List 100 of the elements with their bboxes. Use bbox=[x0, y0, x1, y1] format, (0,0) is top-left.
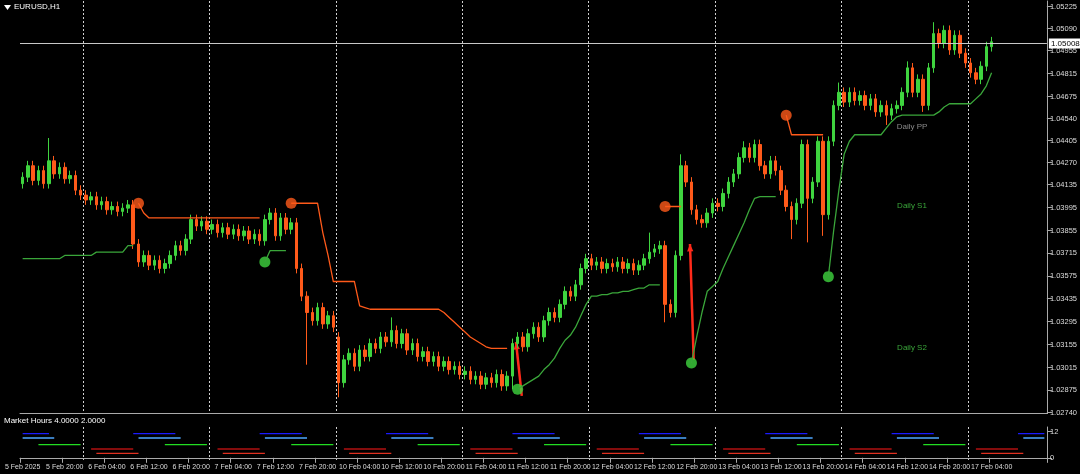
candlestick bbox=[174, 240, 177, 261]
candlestick bbox=[432, 351, 435, 367]
candlestick bbox=[390, 316, 393, 348]
candlestick bbox=[874, 93, 877, 118]
candlestick bbox=[590, 253, 593, 271]
point bbox=[780, 109, 792, 121]
candlestick bbox=[42, 165, 45, 190]
candlestick bbox=[147, 250, 151, 271]
candlestick bbox=[89, 191, 93, 206]
point bbox=[822, 271, 834, 283]
candlestick bbox=[126, 199, 130, 214]
candlestick bbox=[400, 328, 404, 349]
candlestick bbox=[774, 155, 777, 177]
candlestick bbox=[906, 60, 909, 98]
candlestick bbox=[332, 310, 335, 333]
candlestick bbox=[806, 139, 809, 243]
candlestick bbox=[690, 176, 693, 216]
candlestick bbox=[937, 28, 941, 49]
candlestick bbox=[447, 356, 451, 375]
candlestick bbox=[316, 302, 319, 327]
candlestick bbox=[569, 285, 572, 302]
candlestick bbox=[532, 321, 535, 340]
candlestick bbox=[79, 184, 82, 201]
candlestick bbox=[700, 214, 704, 229]
candlestick bbox=[68, 170, 72, 185]
candlestick bbox=[921, 73, 925, 113]
candlestick bbox=[927, 62, 930, 111]
candlestick bbox=[964, 47, 967, 69]
candlestick bbox=[505, 370, 509, 392]
candlestick bbox=[237, 223, 240, 242]
candlestick bbox=[158, 254, 161, 274]
candlestick bbox=[295, 217, 298, 274]
candlestick bbox=[916, 73, 920, 98]
candlestick bbox=[800, 139, 804, 209]
candlestick bbox=[442, 356, 446, 372]
candlestick bbox=[490, 372, 493, 389]
candlestick bbox=[284, 212, 288, 235]
point bbox=[285, 197, 297, 209]
candlestick bbox=[437, 351, 440, 372]
candlestick bbox=[600, 256, 604, 274]
candlestick bbox=[705, 207, 709, 229]
candlestick bbox=[121, 202, 124, 217]
candlestick bbox=[842, 86, 846, 108]
candlestick bbox=[52, 155, 56, 180]
candlestick bbox=[179, 240, 182, 256]
candlestick bbox=[426, 346, 430, 367]
candlestick bbox=[58, 161, 61, 180]
candlestick bbox=[47, 137, 51, 190]
candlestick bbox=[395, 325, 398, 349]
candlestick bbox=[242, 225, 246, 242]
candlestick bbox=[979, 60, 983, 85]
candlestick bbox=[837, 82, 841, 111]
candlestick bbox=[110, 201, 114, 216]
candlestick bbox=[100, 196, 103, 211]
candlestick bbox=[863, 90, 867, 111]
candlestick bbox=[948, 24, 951, 56]
candlestick bbox=[811, 176, 814, 204]
candlestick bbox=[526, 328, 530, 353]
candlestick bbox=[221, 222, 224, 238]
candlestick bbox=[748, 142, 751, 163]
annotation: Daily S2 bbox=[897, 342, 928, 352]
candlestick bbox=[411, 338, 414, 356]
candlestick bbox=[495, 369, 498, 389]
candlestick bbox=[626, 258, 630, 274]
candlestick bbox=[200, 215, 203, 232]
candlestick bbox=[379, 331, 382, 354]
candlestick bbox=[858, 90, 862, 106]
candlestick bbox=[727, 176, 730, 199]
candlestick bbox=[985, 41, 988, 72]
candlestick bbox=[484, 372, 488, 390]
candlestick bbox=[368, 338, 372, 362]
candlestick bbox=[537, 321, 540, 343]
chart-title: Market Hours 4.0000 2.0000 bbox=[4, 415, 106, 425]
candlestick bbox=[695, 204, 698, 225]
candlestick bbox=[753, 139, 756, 163]
candlestick bbox=[853, 86, 856, 106]
candlestick bbox=[26, 160, 30, 183]
candlestick bbox=[790, 201, 793, 240]
annotation: Daily S1 bbox=[897, 200, 928, 210]
candlestick bbox=[721, 188, 725, 212]
candlestick bbox=[405, 328, 409, 356]
candlestick bbox=[605, 258, 609, 274]
candlestick bbox=[953, 29, 956, 56]
candlestick bbox=[769, 155, 772, 180]
candlestick bbox=[969, 57, 972, 79]
candlestick bbox=[674, 250, 677, 318]
candlestick bbox=[463, 365, 467, 380]
point bbox=[512, 383, 524, 395]
candlestick bbox=[816, 135, 820, 188]
candlestick bbox=[679, 153, 683, 261]
candlestick bbox=[153, 254, 156, 271]
candlestick bbox=[84, 189, 88, 206]
candlestick bbox=[684, 160, 688, 188]
annotation: Daily PP bbox=[896, 121, 928, 131]
candlestick bbox=[95, 191, 98, 211]
candlestick bbox=[648, 232, 651, 265]
candlestick bbox=[669, 298, 672, 318]
candlestick bbox=[274, 207, 277, 242]
candlestick bbox=[363, 344, 367, 362]
candlestick bbox=[374, 338, 377, 354]
